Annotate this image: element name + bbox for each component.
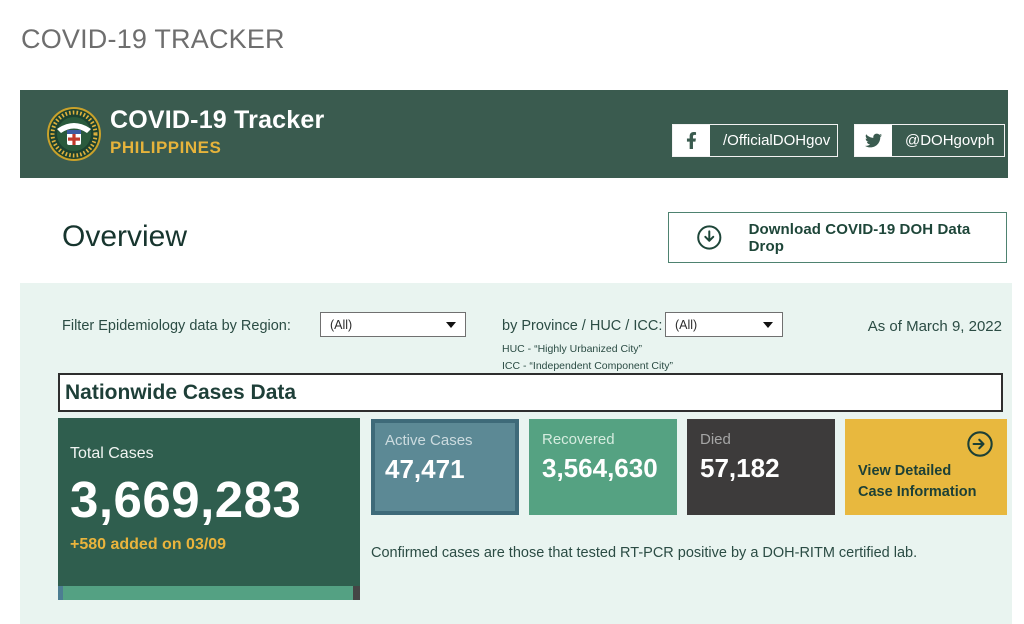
distribution-recovered-segment bbox=[63, 586, 353, 600]
arrow-right-circle-icon bbox=[967, 431, 993, 457]
total-cases-card[interactable]: Total Cases 3,669,283 +580 added on 03/0… bbox=[58, 418, 360, 586]
dashboard-header: COVID-19 Tracker PHILIPPINES /OfficialDO… bbox=[20, 90, 1008, 178]
total-cases-label: Total Cases bbox=[70, 445, 154, 462]
facebook-badge[interactable]: /OfficialDOHgov bbox=[672, 124, 838, 157]
nationwide-section-header: Nationwide Cases Data bbox=[58, 373, 1003, 412]
total-cases-value: 3,669,283 bbox=[70, 471, 302, 528]
province-filter-dropdown[interactable]: (All) bbox=[665, 312, 783, 337]
distribution-died-segment bbox=[353, 586, 360, 600]
cases-distribution-bar bbox=[58, 586, 360, 600]
as-of-date: As of March 9, 2022 bbox=[867, 318, 1002, 335]
province-filter-label: by Province / HUC / ICC: bbox=[502, 318, 663, 334]
confirmed-cases-note: Confirmed cases are those that tested RT… bbox=[371, 545, 918, 561]
region-filter-value: (All) bbox=[330, 317, 353, 332]
facebook-handle: /OfficialDOHgov bbox=[723, 132, 831, 149]
twitter-badge[interactable]: @DOHgovph bbox=[854, 124, 1005, 157]
epidemiology-panel: Filter Epidemiology data by Region: (All… bbox=[20, 283, 1012, 624]
overview-heading: Overview bbox=[62, 220, 188, 253]
download-button-label: Download COVID-19 DOH Data Drop bbox=[748, 220, 971, 255]
icc-footnote: ICC - “Independent Component City” bbox=[502, 360, 673, 372]
header-titles: COVID-19 Tracker PHILIPPINES bbox=[110, 106, 324, 158]
download-icon bbox=[697, 225, 722, 250]
detail-label-line2: Case Information bbox=[858, 484, 977, 501]
twitter-icon bbox=[855, 125, 892, 156]
active-cases-card[interactable]: Active Cases 47,471 bbox=[371, 419, 519, 515]
recovered-label: Recovered bbox=[542, 431, 615, 448]
chevron-down-icon bbox=[763, 321, 773, 328]
died-value: 57,182 bbox=[700, 453, 780, 483]
header-subtitle: PHILIPPINES bbox=[110, 138, 222, 157]
active-cases-value: 47,471 bbox=[385, 454, 465, 484]
twitter-handle: @DOHgovph bbox=[905, 132, 995, 149]
facebook-icon bbox=[673, 125, 710, 156]
huc-footnote: HUC - “Highly Urbanized City” bbox=[502, 343, 643, 355]
doh-seal-logo bbox=[47, 107, 101, 161]
died-label: Died bbox=[700, 431, 731, 448]
recovered-card[interactable]: Recovered 3,564,630 bbox=[529, 419, 677, 515]
region-filter-label: Filter Epidemiology data by Region: bbox=[62, 318, 291, 334]
nationwide-section-title: Nationwide Cases Data bbox=[65, 380, 297, 404]
active-cases-label: Active Cases bbox=[385, 432, 473, 449]
header-title: COVID-19 Tracker bbox=[110, 106, 325, 134]
download-data-drop-button[interactable]: Download COVID-19 DOH Data Drop bbox=[668, 212, 1007, 263]
total-cases-delta: +580 added on 03/09 bbox=[70, 536, 227, 553]
died-card[interactable]: Died 57,182 bbox=[687, 419, 835, 515]
region-filter-dropdown[interactable]: (All) bbox=[320, 312, 466, 337]
recovered-value: 3,564,630 bbox=[542, 453, 658, 483]
distribution-active-segment bbox=[58, 586, 63, 600]
page-title: COVID-19 TRACKER bbox=[21, 24, 285, 54]
province-filter-value: (All) bbox=[675, 317, 698, 332]
detail-label-line1: View Detailed bbox=[858, 462, 952, 479]
view-detailed-case-info-label: View Detailed Case Information bbox=[858, 461, 976, 505]
chevron-down-icon bbox=[446, 321, 456, 328]
view-detailed-case-info-button[interactable]: View Detailed Case Information bbox=[845, 419, 1007, 515]
